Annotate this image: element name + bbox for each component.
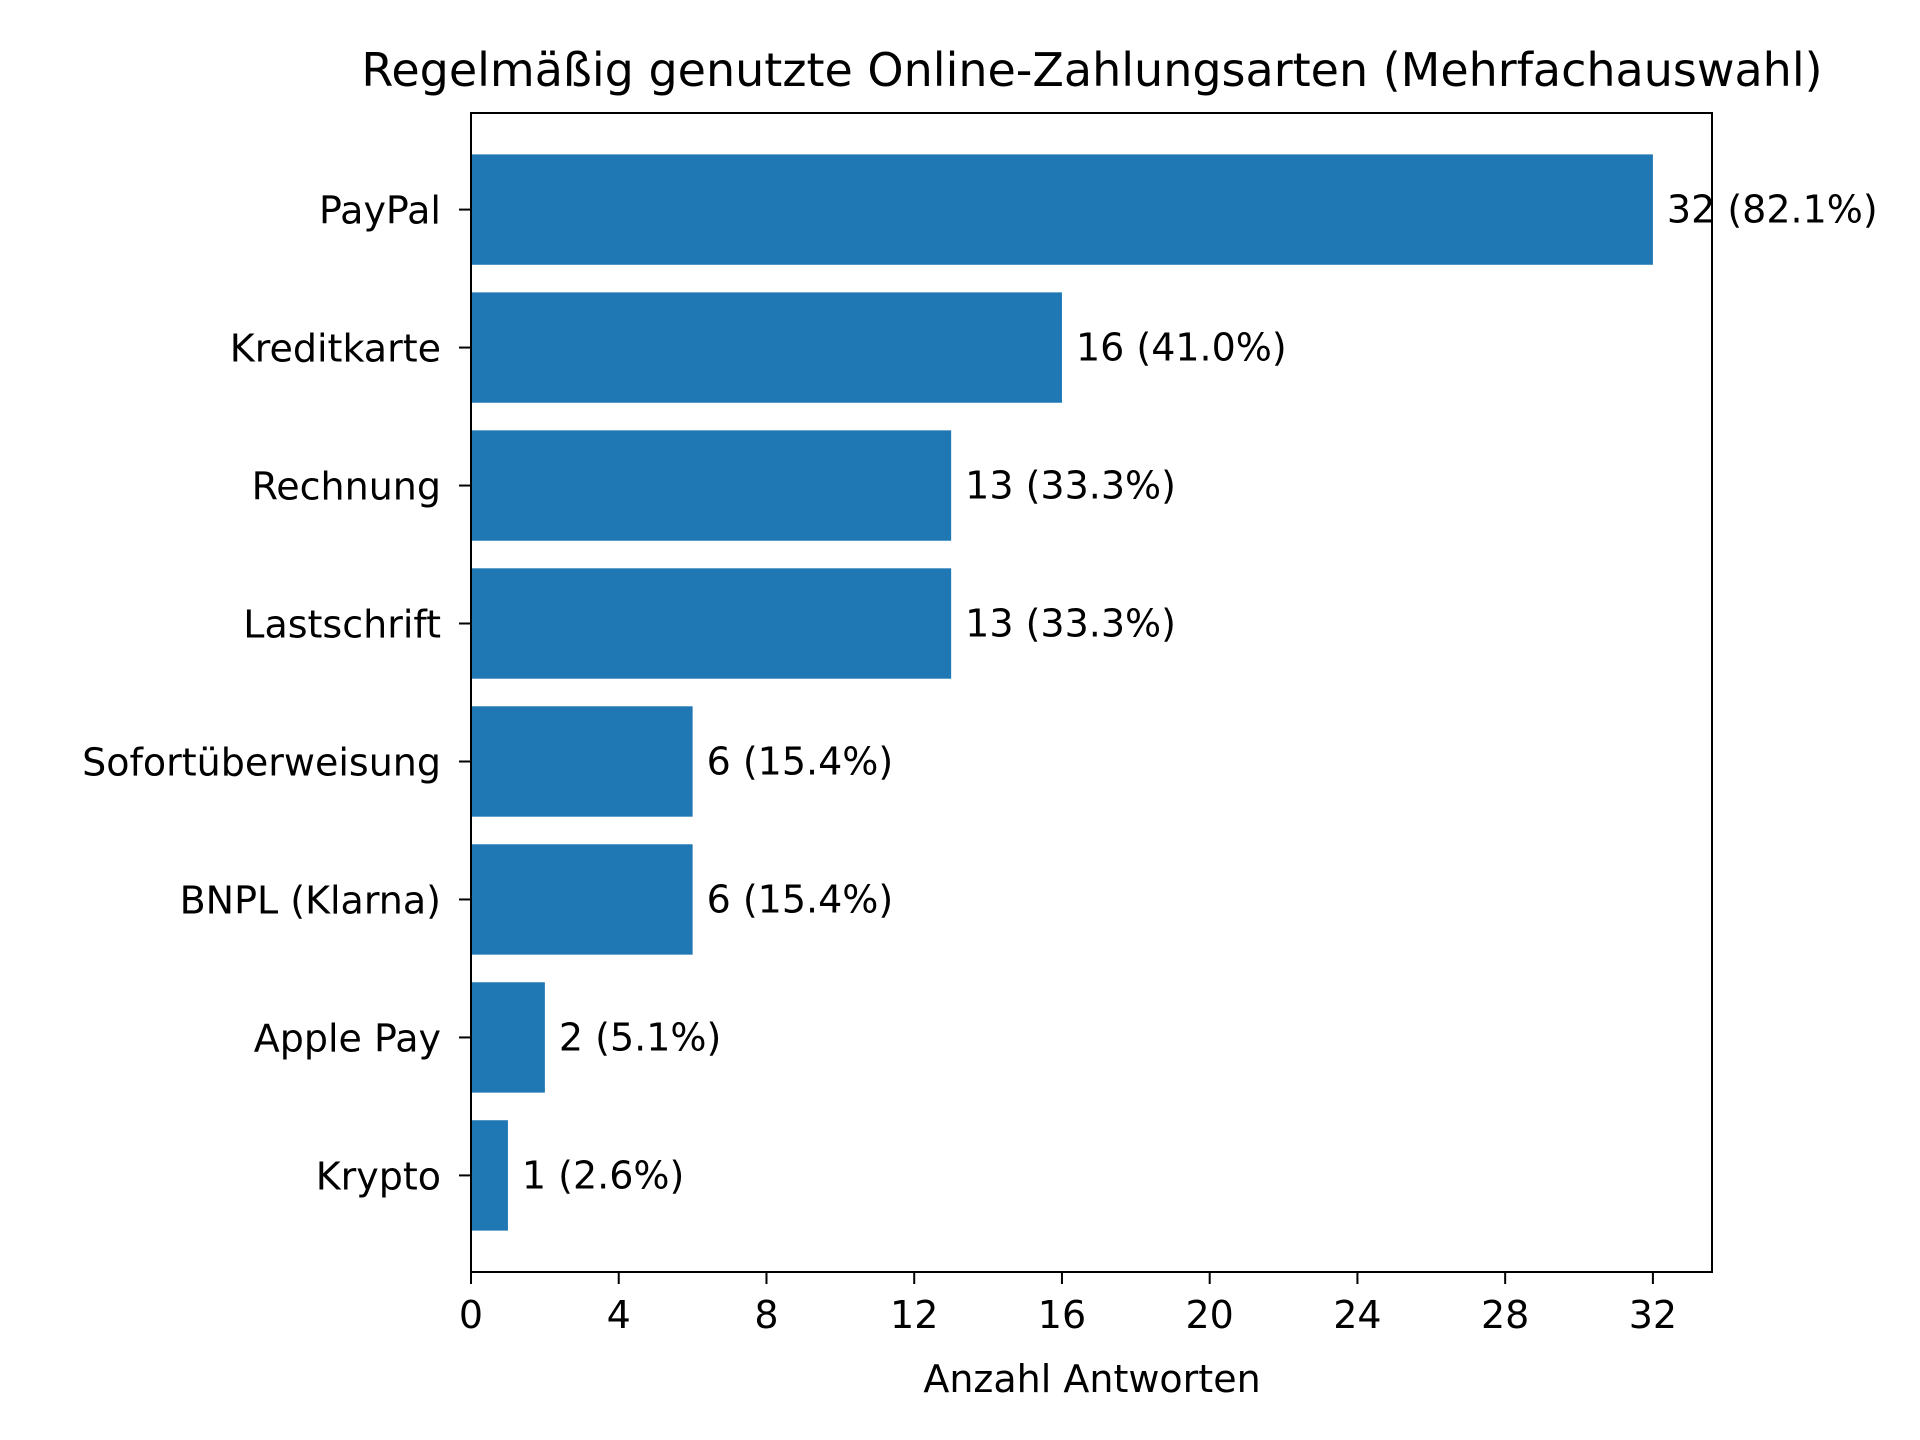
category-label: Kreditkarte	[230, 327, 441, 371]
chart-title: Regelmäßig genutzte Online-Zahlungsarten…	[361, 43, 1822, 97]
bar	[471, 844, 693, 955]
x-tick-label: 28	[1481, 1293, 1529, 1337]
bar-value-label: 1 (2.6%)	[522, 1153, 684, 1197]
bar	[471, 706, 693, 817]
plot-frame	[470, 112, 1713, 1273]
bars-layer: 32 (82.1%) 16 (41.0%) 13 (33.3%) 13 (33.3%)…	[471, 154, 1878, 1231]
bar-value-label: 13 (33.3%)	[965, 464, 1176, 508]
bar	[471, 1120, 508, 1231]
bar-value-label: 16 (41.0%)	[1076, 326, 1287, 370]
category-label: Krypto	[316, 1154, 441, 1198]
category-label: Lastschrift	[243, 603, 441, 647]
bar	[471, 982, 545, 1093]
x-tick-label: 20	[1186, 1293, 1234, 1337]
bar-value-label: 6 (15.4%)	[707, 739, 894, 783]
category-label: Sofortüberweisung	[82, 740, 441, 784]
bar	[471, 430, 952, 541]
bar	[471, 292, 1062, 403]
x-tick-label: 4	[607, 1293, 631, 1337]
bar	[471, 568, 952, 679]
x-tick-label: 12	[890, 1293, 938, 1337]
x-tick-label: 32	[1629, 1293, 1677, 1337]
x-tick-label: 8	[754, 1293, 778, 1337]
bar	[471, 154, 1653, 265]
category-label: Apple Pay	[254, 1016, 441, 1060]
bar-value-label: 6 (15.4%)	[707, 877, 894, 921]
category-label: BNPL (Klarna)	[180, 878, 441, 922]
x-tick-label: 24	[1333, 1293, 1381, 1337]
x-tick-label: 0	[459, 1293, 483, 1337]
category-label: PayPal	[319, 189, 441, 233]
ticks-layer: PayPal Kreditkarte Rechnung Lastschrift Sofo…	[82, 189, 1677, 1337]
bar-value-label: 32 (82.1%)	[1667, 188, 1878, 232]
category-label: Rechnung	[252, 465, 441, 509]
x-tick-label: 16	[1038, 1293, 1086, 1337]
bar-value-label: 13 (33.3%)	[965, 602, 1176, 646]
x-axis-label: Anzahl Antworten	[923, 1357, 1260, 1401]
bar-value-label: 2 (5.1%)	[559, 1015, 721, 1059]
